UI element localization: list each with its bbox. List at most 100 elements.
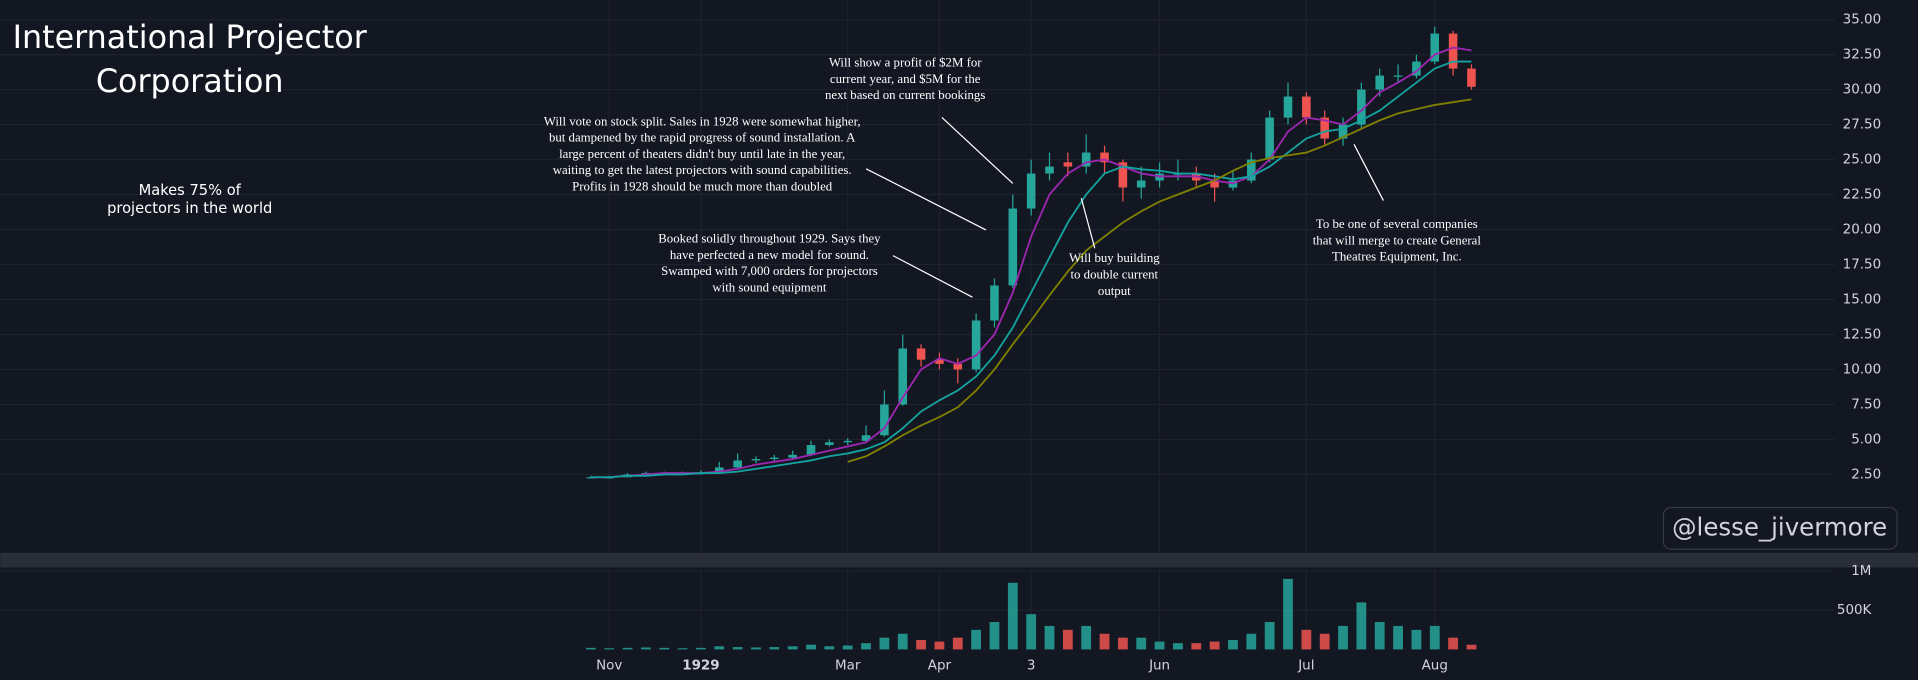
candle-body xyxy=(1136,180,1146,188)
volume-bar xyxy=(1026,614,1037,650)
candle-body xyxy=(586,477,596,479)
candle-body xyxy=(1063,162,1073,167)
leader-line xyxy=(865,168,987,231)
leader-line xyxy=(1080,197,1096,249)
annotation-line: Theatres Equipment, Inc. xyxy=(1332,250,1462,264)
leader-line xyxy=(892,255,973,298)
plot xyxy=(585,26,1477,650)
candle-body xyxy=(733,460,742,468)
candle-body xyxy=(1302,96,1311,118)
volume-bar xyxy=(1448,637,1458,650)
candle-body xyxy=(1100,152,1109,163)
y-tick-label: 17.50 xyxy=(1843,258,1881,273)
volume-bar xyxy=(751,647,761,650)
annotation-line: large percent of theaters didn't buy unt… xyxy=(559,147,845,161)
y-tick-label: 12.50 xyxy=(1843,327,1881,342)
annotation-line: Profits in 1928 should be much more than… xyxy=(572,179,833,193)
watermark: @lesse_jivermore xyxy=(1672,512,1887,541)
volume-bar xyxy=(989,621,1000,650)
annotation-line: waiting to get the latest projectors wit… xyxy=(553,163,852,177)
candle-body xyxy=(1008,208,1018,286)
x-tick-label: 3 xyxy=(1027,658,1036,673)
volume-bar xyxy=(1173,643,1183,650)
leader-line xyxy=(941,116,1014,184)
volume-bar xyxy=(806,644,816,650)
annotation-line: Swamped with 7,000 orders for projectors xyxy=(661,264,878,278)
volume-bar xyxy=(1301,629,1312,650)
y-tick-label: 25.00 xyxy=(1843,153,1881,168)
x-tick-label: Apr xyxy=(928,658,952,673)
annotation-line: next based on current bookings xyxy=(825,88,985,102)
volume-bar xyxy=(1374,621,1385,650)
candle-body xyxy=(806,445,816,455)
annotations: Will show a profit of $2M for current yea… xyxy=(544,56,1482,298)
candle-body xyxy=(861,435,871,441)
volume-bar xyxy=(861,643,871,650)
annotation-line: Will vote on stock split. Sales in 1928 … xyxy=(544,114,861,128)
x-tick-label: Jun xyxy=(1148,658,1170,673)
y-tick-label: 35.00 xyxy=(1843,13,1881,28)
volume-bar xyxy=(916,640,926,650)
candle-body xyxy=(715,467,724,474)
volume-bar xyxy=(714,646,725,650)
volume-bar xyxy=(1209,641,1220,650)
annotation-line: Booked solidly throughout 1929. Says the… xyxy=(658,232,881,246)
watermark-box xyxy=(1662,506,1898,550)
volume-bar xyxy=(1338,625,1348,650)
annotation-line: current year, and $5M for the xyxy=(830,72,981,86)
volume-bar xyxy=(604,648,615,650)
candle-body xyxy=(1448,33,1458,69)
volume-bar xyxy=(1117,637,1128,650)
y-tick-label: 7.50 xyxy=(1851,397,1881,412)
candle-body xyxy=(935,359,944,364)
volume-bar xyxy=(1062,629,1073,650)
moving-average-line xyxy=(590,46,1472,479)
volume-bar xyxy=(696,647,706,650)
candle-body xyxy=(1247,159,1256,181)
x-tick-label: 1929 xyxy=(682,658,719,673)
volume-bar xyxy=(824,646,835,650)
annotation-line: Will buy building xyxy=(1069,251,1160,265)
volume-bar xyxy=(641,647,651,650)
annotation-line: to double current xyxy=(1071,267,1159,281)
candle-body xyxy=(880,404,889,436)
volume-tick-label: 1M xyxy=(1851,564,1871,579)
volume-bar xyxy=(622,647,633,650)
volume-bar xyxy=(769,647,780,650)
candle-body xyxy=(990,285,999,321)
volume-bar xyxy=(1283,578,1293,650)
y-tick-label: 27.50 xyxy=(1843,118,1881,133)
volume-bar xyxy=(842,645,853,650)
candle-body xyxy=(1045,166,1054,174)
volume-bar xyxy=(879,637,890,650)
volume-bar xyxy=(1099,633,1110,650)
moving-average-line xyxy=(590,60,1472,479)
volume-bar xyxy=(787,646,798,650)
candle-body xyxy=(1026,173,1036,209)
grid xyxy=(0,0,1835,650)
volume-bar xyxy=(1411,629,1422,650)
volume-bar xyxy=(659,647,670,650)
candle-body xyxy=(1081,152,1091,167)
candle-body xyxy=(825,442,834,446)
x-tick-label: Jul xyxy=(1297,658,1314,673)
annotation-line: Will show a profit of $2M for xyxy=(829,56,982,70)
chart-title: Corporation xyxy=(96,63,284,100)
candle-body xyxy=(1375,75,1384,90)
candle-body xyxy=(1412,61,1421,76)
volume-bar xyxy=(971,629,982,650)
candle-body xyxy=(1118,162,1128,188)
pane-separator xyxy=(0,552,1918,568)
volume-bar xyxy=(1393,625,1403,650)
candle-body xyxy=(1357,89,1366,125)
volume-bar xyxy=(1044,625,1055,650)
moving-average-line xyxy=(847,98,1472,463)
side-note: Makes 75% of xyxy=(139,182,242,199)
volume-bar xyxy=(732,647,743,650)
y-tick-label: 5.00 xyxy=(1851,432,1881,447)
candle-body xyxy=(843,440,852,443)
volume-bar xyxy=(677,648,688,650)
y-tick-label: 32.50 xyxy=(1843,48,1881,63)
annotation-line: that will merge to create General xyxy=(1313,233,1482,247)
